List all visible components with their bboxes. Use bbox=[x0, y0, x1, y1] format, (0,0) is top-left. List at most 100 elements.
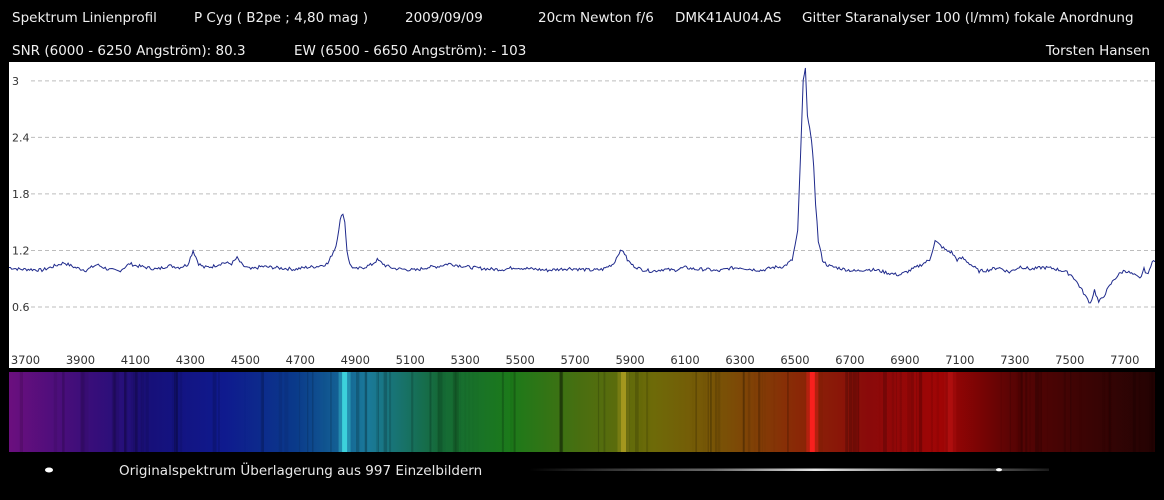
data-point bbox=[717, 271, 718, 272]
absorption-texture bbox=[311, 372, 314, 452]
absorption-texture bbox=[19, 372, 23, 452]
absorption-texture bbox=[761, 372, 763, 452]
absorption-texture bbox=[133, 372, 137, 452]
absorption-texture bbox=[438, 372, 443, 452]
absorption-texture bbox=[145, 372, 149, 452]
x-tick-label: 7500 bbox=[1055, 353, 1084, 367]
absorption-texture bbox=[648, 372, 650, 452]
absorption-texture bbox=[1063, 372, 1066, 452]
trail-bright-spot bbox=[996, 468, 1002, 472]
data-point bbox=[803, 80, 804, 81]
header-camera: DMK41AU04.AS bbox=[675, 10, 782, 26]
data-point bbox=[1119, 273, 1120, 274]
absorption-texture bbox=[330, 372, 332, 452]
data-point bbox=[792, 259, 793, 260]
absorption-texture bbox=[883, 372, 887, 452]
data-point bbox=[340, 220, 341, 221]
data-point bbox=[826, 264, 827, 265]
data-point bbox=[800, 156, 801, 157]
absorption-texture bbox=[244, 372, 246, 452]
spectrum-caption: Originalspektrum Überlagerung aus 997 Ei… bbox=[119, 463, 483, 479]
data-point bbox=[696, 269, 697, 270]
data-point bbox=[1031, 269, 1032, 270]
data-point bbox=[815, 203, 816, 204]
data-point bbox=[459, 265, 460, 266]
absorption-texture bbox=[758, 372, 760, 452]
data-point bbox=[619, 252, 620, 253]
data-point bbox=[363, 267, 364, 268]
data-point bbox=[998, 267, 999, 268]
header-object: P Cyg ( B2pe ; 4,80 mag ) bbox=[194, 10, 369, 26]
x-tick-label: 6700 bbox=[835, 353, 864, 367]
x-tick-label: 7700 bbox=[1110, 353, 1139, 367]
absorption-texture bbox=[764, 372, 766, 452]
data-point bbox=[470, 267, 471, 268]
data-point bbox=[415, 270, 416, 271]
color-spectrum-strip bbox=[9, 372, 1155, 452]
data-point bbox=[1113, 279, 1114, 280]
data-point bbox=[899, 274, 900, 275]
absorption-texture bbox=[758, 372, 762, 452]
data-point bbox=[728, 268, 729, 269]
absorption-texture bbox=[179, 372, 183, 452]
data-point bbox=[935, 241, 936, 242]
absorption-texture bbox=[856, 372, 858, 452]
data-point bbox=[772, 267, 773, 268]
data-point bbox=[836, 267, 837, 268]
absorption-texture bbox=[442, 372, 445, 452]
x-tick-label: 7300 bbox=[1000, 353, 1029, 367]
emission-line bbox=[947, 372, 953, 452]
absorption-texture bbox=[130, 372, 134, 452]
absorption-texture bbox=[559, 372, 564, 452]
data-point bbox=[783, 266, 784, 267]
data-point bbox=[426, 267, 427, 268]
absorption-texture bbox=[1016, 372, 1020, 452]
data-point bbox=[231, 263, 232, 264]
data-point bbox=[198, 263, 199, 264]
data-point bbox=[979, 271, 980, 272]
absorption-texture bbox=[452, 372, 457, 452]
emission-line bbox=[809, 372, 815, 452]
absorption-texture bbox=[603, 372, 606, 452]
absorption-texture bbox=[1035, 372, 1039, 452]
data-point bbox=[157, 269, 158, 270]
data-point bbox=[627, 259, 628, 260]
header-ew: EW (6500 - 6650 Angström): - 103 bbox=[294, 43, 527, 59]
absorption-texture bbox=[174, 372, 178, 452]
absorption-texture bbox=[879, 372, 880, 452]
absorption-texture bbox=[857, 372, 860, 452]
absorption-texture bbox=[468, 372, 470, 452]
data-point bbox=[250, 269, 251, 270]
data-point bbox=[940, 245, 941, 246]
x-tick-label: 6900 bbox=[890, 353, 919, 367]
absorption-texture bbox=[171, 372, 176, 452]
x-tick-label: 3900 bbox=[66, 353, 95, 367]
x-tick-label: 6300 bbox=[725, 353, 754, 367]
y-tick-label: 2.4 bbox=[12, 131, 30, 144]
x-tick-label: 4700 bbox=[286, 353, 315, 367]
absorption-texture bbox=[845, 372, 848, 452]
absorption-texture bbox=[111, 372, 113, 452]
absorption-texture bbox=[847, 372, 851, 452]
data-point bbox=[1064, 271, 1065, 272]
x-tick-label: 5700 bbox=[560, 353, 589, 367]
data-point bbox=[921, 264, 922, 265]
first-order-trail bbox=[529, 468, 1049, 471]
absorption-texture bbox=[62, 372, 65, 452]
data-point bbox=[674, 270, 675, 271]
data-point bbox=[957, 259, 958, 260]
data-point bbox=[929, 259, 930, 260]
y-tick-label: 0.6 bbox=[12, 301, 30, 314]
data-point bbox=[514, 267, 515, 268]
absorption-texture bbox=[459, 372, 462, 452]
absorption-texture bbox=[261, 372, 264, 452]
spectrum-profile-line bbox=[9, 67, 1155, 304]
data-point bbox=[344, 222, 345, 223]
absorption-texture bbox=[819, 372, 823, 452]
absorption-texture bbox=[82, 372, 84, 452]
data-point bbox=[547, 270, 548, 271]
data-point bbox=[294, 269, 295, 270]
x-tick-label: 6500 bbox=[780, 353, 809, 367]
absorption-texture bbox=[635, 372, 639, 452]
absorption-texture bbox=[640, 372, 643, 452]
